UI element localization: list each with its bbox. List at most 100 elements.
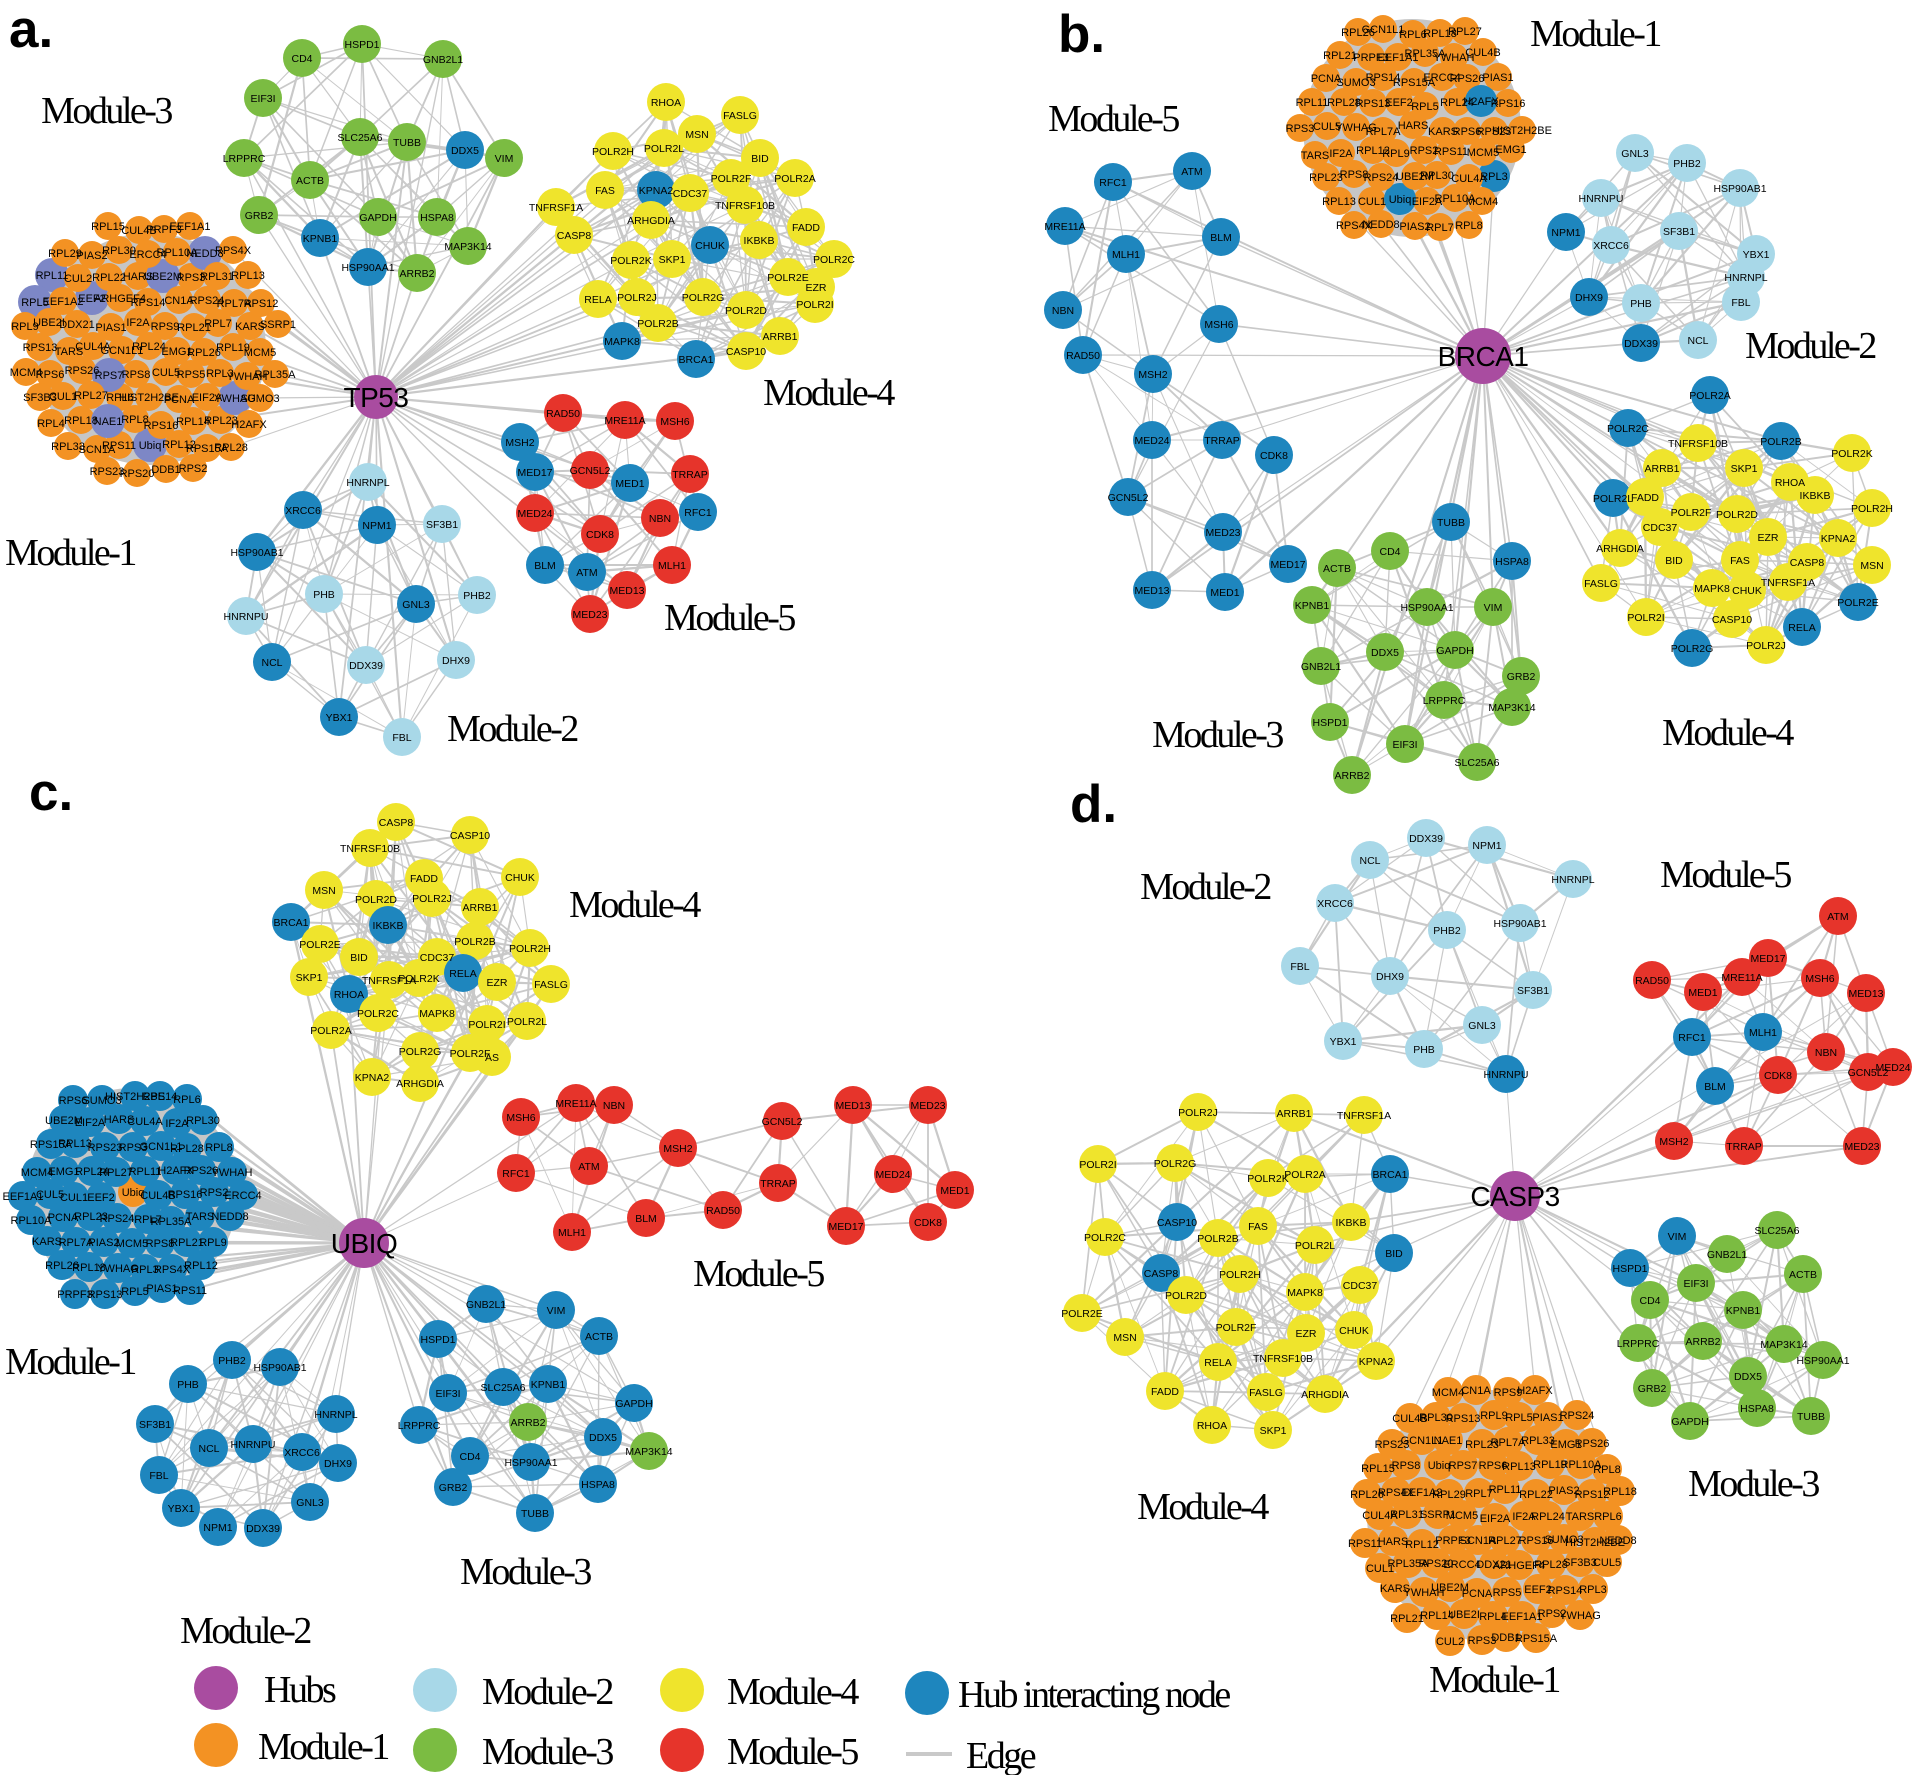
svg-text:RPL7: RPL7 xyxy=(1465,1488,1493,1500)
svg-text:PHB2: PHB2 xyxy=(1433,925,1461,937)
svg-text:RPL5: RPL5 xyxy=(21,297,49,309)
svg-text:ARRB1: ARRB1 xyxy=(1276,1108,1311,1120)
svg-text:PCNA: PCNA xyxy=(48,1212,79,1224)
svg-text:CUL1: CUL1 xyxy=(1366,1563,1394,1575)
svg-text:MCM5: MCM5 xyxy=(244,347,276,359)
svg-text:RPL8: RPL8 xyxy=(1455,220,1483,232)
svg-text:CUL5: CUL5 xyxy=(36,1189,64,1201)
svg-text:NPM1: NPM1 xyxy=(203,1522,232,1534)
svg-text:SCN1A: SCN1A xyxy=(1460,1535,1497,1547)
svg-text:CDK8: CDK8 xyxy=(1260,450,1288,462)
svg-text:Module-2: Module-2 xyxy=(482,1671,612,1713)
svg-text:Ubiq: Ubiq xyxy=(122,1187,145,1199)
svg-text:RELA: RELA xyxy=(584,294,611,306)
svg-text:RPL23: RPL23 xyxy=(204,415,238,427)
svg-text:CN1A: CN1A xyxy=(164,295,194,307)
svg-text:RPL28: RPL28 xyxy=(214,442,248,454)
svg-text:d.: d. xyxy=(1070,775,1117,834)
svg-text:RPL3: RPL3 xyxy=(1480,171,1508,183)
svg-text:NEDD8: NEDD8 xyxy=(211,1211,248,1223)
svg-text:RPL33: RPL33 xyxy=(1521,1435,1555,1447)
svg-text:DDX39: DDX39 xyxy=(1409,833,1443,845)
svg-text:POLR2C: POLR2C xyxy=(1607,423,1649,435)
svg-text:RPS23: RPS23 xyxy=(88,1142,123,1154)
svg-text:RPS16: RPS16 xyxy=(1491,98,1526,110)
svg-text:HNRNPU: HNRNPU xyxy=(1484,1069,1529,1081)
svg-text:RPS13: RPS13 xyxy=(1356,98,1391,110)
svg-text:PCNA: PCNA xyxy=(164,394,195,406)
svg-text:Module-1: Module-1 xyxy=(5,532,135,574)
svg-text:EEF1A1: EEF1A1 xyxy=(3,1191,44,1203)
svg-text:LRPPRC: LRPPRC xyxy=(223,153,266,165)
svg-text:CASP8: CASP8 xyxy=(379,817,414,829)
svg-text:FADD: FADD xyxy=(410,873,438,885)
svg-text:RPL4: RPL4 xyxy=(37,418,65,430)
svg-text:RPL6: RPL6 xyxy=(173,1094,201,1106)
svg-text:SKP1: SKP1 xyxy=(1260,1425,1287,1437)
svg-text:RAD50: RAD50 xyxy=(546,408,580,420)
svg-text:RPS6: RPS6 xyxy=(1479,1460,1508,1472)
svg-text:HNRNPU: HNRNPU xyxy=(231,1439,276,1451)
svg-text:POLR2L: POLR2L xyxy=(1593,493,1633,505)
svg-text:POLR2F: POLR2F xyxy=(1671,507,1712,519)
svg-text:Module-1: Module-1 xyxy=(1530,13,1660,55)
svg-text:POLR2I: POLR2I xyxy=(796,299,833,311)
svg-text:RPL35A: RPL35A xyxy=(151,1216,193,1228)
svg-text:RPL6: RPL6 xyxy=(1399,29,1427,41)
svg-text:MED24: MED24 xyxy=(517,508,552,520)
svg-text:HSP90AB1: HSP90AB1 xyxy=(1493,918,1546,930)
svg-text:ERCC4: ERCC4 xyxy=(224,1190,261,1202)
svg-text:GNB2L1: GNB2L1 xyxy=(466,1299,506,1311)
svg-text:RELA: RELA xyxy=(1788,622,1815,634)
svg-text:BLM: BLM xyxy=(1704,1081,1726,1093)
svg-text:YWHAH: YWHAH xyxy=(1404,1587,1445,1599)
svg-text:RPL3: RPL3 xyxy=(131,1264,159,1276)
svg-text:MRE11A: MRE11A xyxy=(1721,972,1762,984)
svg-text:GCN1L1: GCN1L1 xyxy=(140,1141,183,1153)
svg-text:POLR2H: POLR2H xyxy=(1851,503,1893,515)
svg-text:HIST2H2BE: HIST2H2BE xyxy=(105,1091,165,1103)
svg-text:RPL9: RPL9 xyxy=(11,321,39,333)
svg-text:PHB: PHB xyxy=(313,589,335,601)
svg-text:POLR2G: POLR2G xyxy=(399,1046,442,1058)
svg-text:PIAS1: PIAS1 xyxy=(1532,1412,1563,1424)
svg-text:SLC25A6: SLC25A6 xyxy=(481,1382,526,1394)
svg-text:MSH2: MSH2 xyxy=(663,1143,692,1155)
svg-text:RPL23: RPL23 xyxy=(1309,172,1343,184)
svg-text:YWHAH: YWHAH xyxy=(1434,52,1475,64)
svg-text:TUBB: TUBB xyxy=(1437,517,1465,529)
svg-text:POLR2B: POLR2B xyxy=(1197,1233,1238,1245)
svg-text:RPL23: RPL23 xyxy=(1465,1439,1499,1451)
svg-text:GCN5L2: GCN5L2 xyxy=(1108,492,1149,504)
svg-text:RPS15A: RPS15A xyxy=(1393,77,1436,89)
svg-text:PIAS2: PIAS2 xyxy=(88,1237,119,1249)
svg-text:NPM1: NPM1 xyxy=(1472,840,1501,852)
svg-text:YBX1: YBX1 xyxy=(326,712,353,724)
svg-text:MAPK8: MAPK8 xyxy=(604,336,640,348)
svg-text:HARS: HARS xyxy=(1398,120,1429,132)
svg-text:PIAS2: PIAS2 xyxy=(76,250,107,262)
svg-text:MCM5: MCM5 xyxy=(116,1238,148,1250)
svg-text:MSH6: MSH6 xyxy=(506,1112,535,1124)
svg-text:BLM: BLM xyxy=(635,1213,657,1225)
svg-text:XRCC6: XRCC6 xyxy=(284,1447,320,1459)
svg-text:RPL3: RPL3 xyxy=(206,368,234,380)
svg-text:MCM4: MCM4 xyxy=(1432,1387,1464,1399)
svg-text:GCN5L2: GCN5L2 xyxy=(762,1116,803,1128)
svg-text:GAPDH: GAPDH xyxy=(359,212,396,224)
svg-text:ARRB2: ARRB2 xyxy=(510,1417,545,1429)
svg-text:CD4: CD4 xyxy=(1639,1295,1660,1307)
svg-text:MSH6: MSH6 xyxy=(1204,319,1233,331)
svg-text:HSP90AB1: HSP90AB1 xyxy=(1713,183,1766,195)
svg-text:RPL18: RPL18 xyxy=(64,415,98,427)
svg-text:MCM5: MCM5 xyxy=(1467,147,1499,159)
svg-text:MED23: MED23 xyxy=(1205,527,1240,539)
svg-text:GNL3: GNL3 xyxy=(1468,1020,1496,1032)
svg-text:POLR2A: POLR2A xyxy=(774,173,815,185)
svg-text:Hub interacting node: Hub interacting node xyxy=(958,1674,1230,1716)
svg-text:KPNB1: KPNB1 xyxy=(303,233,338,245)
svg-text:NCL: NCL xyxy=(1359,855,1380,867)
svg-text:CDK8: CDK8 xyxy=(586,529,614,541)
svg-text:CUL4B: CUL4B xyxy=(1465,47,1500,59)
svg-text:CDC37: CDC37 xyxy=(1343,1280,1378,1292)
